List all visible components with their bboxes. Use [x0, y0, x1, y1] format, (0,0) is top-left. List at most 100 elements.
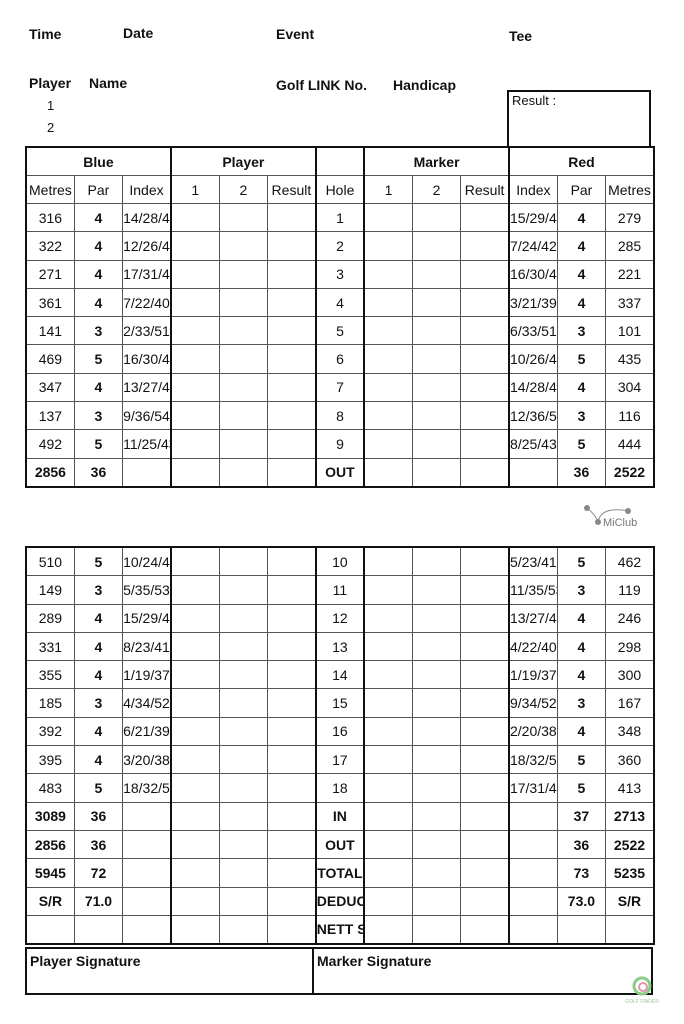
marker-result-cell[interactable] [460, 457, 511, 488]
player-result-cell[interactable] [266, 259, 317, 289]
player-score-1-cell[interactable] [170, 829, 220, 860]
marker-score-1-cell[interactable] [363, 716, 413, 747]
player-score-2-cell[interactable] [218, 631, 268, 662]
player-score-2-cell[interactable] [218, 457, 268, 488]
player-result-cell[interactable] [266, 914, 317, 945]
player-score-2-cell[interactable] [218, 429, 268, 459]
marker-score-1-cell[interactable] [363, 745, 413, 775]
player-score-1-cell[interactable] [170, 401, 220, 431]
marker-result-cell[interactable] [460, 287, 511, 318]
marker-score-2-cell[interactable] [411, 344, 462, 374]
player-score-2-cell[interactable] [218, 372, 268, 403]
marker-result-cell[interactable] [460, 429, 511, 459]
player-score-1-cell[interactable] [170, 660, 220, 690]
player-result-cell[interactable] [266, 202, 317, 233]
marker-score-1-cell[interactable] [363, 287, 413, 318]
marker-score-1-cell[interactable] [363, 344, 413, 374]
marker-result-cell[interactable] [460, 546, 510, 577]
marker-score-1-cell[interactable] [363, 231, 413, 261]
player-result-cell[interactable] [266, 372, 317, 403]
player-result-cell[interactable] [266, 829, 317, 860]
marker-score-2-cell[interactable] [411, 716, 462, 747]
player-score-2-cell[interactable] [218, 401, 268, 431]
player-result-cell[interactable] [266, 801, 317, 831]
marker-result-cell[interactable] [460, 914, 510, 945]
player-score-1-cell[interactable] [170, 457, 220, 488]
player-result-cell[interactable] [266, 401, 317, 431]
player-score-2-cell[interactable] [218, 660, 268, 690]
player-score-1-cell[interactable] [170, 603, 220, 633]
player-result-cell[interactable] [266, 603, 317, 633]
player-score-2-cell[interactable] [218, 886, 268, 916]
marker-result-cell[interactable] [460, 858, 510, 888]
player-result-cell[interactable] [266, 546, 317, 577]
marker-score-2-cell[interactable] [411, 829, 462, 860]
player-result-cell[interactable] [266, 745, 317, 775]
marker-score-1-cell[interactable] [363, 660, 413, 690]
player-score-2-cell[interactable] [218, 344, 268, 374]
marker-result-cell[interactable] [460, 372, 511, 403]
marker-score-1-cell[interactable] [363, 401, 413, 431]
marker-result-cell[interactable] [460, 745, 510, 775]
player-score-2-cell[interactable] [218, 745, 268, 775]
marker-score-2-cell[interactable] [411, 688, 462, 718]
player-result-cell[interactable] [266, 631, 317, 662]
player-result-cell[interactable] [266, 773, 317, 803]
marker-result-cell[interactable] [460, 773, 510, 803]
player-score-1-cell[interactable] [170, 546, 220, 577]
player-result-cell[interactable] [266, 858, 317, 888]
player-score-2-cell[interactable] [218, 603, 268, 633]
marker-score-1-cell[interactable] [363, 886, 413, 916]
marker-result-cell[interactable] [460, 631, 510, 662]
player-score-1-cell[interactable] [170, 344, 220, 374]
player-score-1-cell[interactable] [170, 259, 220, 289]
marker-score-1-cell[interactable] [363, 429, 413, 459]
player-score-1-cell[interactable] [170, 716, 220, 747]
marker-score-2-cell[interactable] [411, 631, 462, 662]
marker-result-cell[interactable] [460, 716, 510, 747]
marker-score-2-cell[interactable] [411, 231, 462, 261]
marker-score-2-cell[interactable] [411, 457, 462, 488]
player-score-1-cell[interactable] [170, 575, 220, 605]
marker-score-2-cell[interactable] [411, 287, 462, 318]
marker-score-1-cell[interactable] [363, 372, 413, 403]
player-score-1-cell[interactable] [170, 631, 220, 662]
marker-result-cell[interactable] [460, 231, 511, 261]
player-score-2-cell[interactable] [218, 575, 268, 605]
player-result-cell[interactable] [266, 316, 317, 346]
player-score-2-cell[interactable] [218, 202, 268, 233]
marker-score-2-cell[interactable] [411, 575, 462, 605]
marker-score-1-cell[interactable] [363, 688, 413, 718]
marker-result-cell[interactable] [460, 688, 510, 718]
marker-score-2-cell[interactable] [411, 401, 462, 431]
marker-score-1-cell[interactable] [363, 546, 413, 577]
player-result-cell[interactable] [266, 688, 317, 718]
player-result-cell[interactable] [266, 660, 317, 690]
player-score-2-cell[interactable] [218, 546, 268, 577]
player-score-2-cell[interactable] [218, 801, 268, 831]
player-score-2-cell[interactable] [218, 287, 268, 318]
marker-score-2-cell[interactable] [411, 773, 462, 803]
marker-score-2-cell[interactable] [411, 801, 462, 831]
marker-score-2-cell[interactable] [411, 660, 462, 690]
marker-result-cell[interactable] [460, 603, 510, 633]
player-score-2-cell[interactable] [218, 231, 268, 261]
marker-score-1-cell[interactable] [363, 829, 413, 860]
marker-result-cell[interactable] [460, 829, 510, 860]
marker-result-cell[interactable] [460, 401, 511, 431]
player-score-1-cell[interactable] [170, 858, 220, 888]
player-score-2-cell[interactable] [218, 773, 268, 803]
player-result-cell[interactable] [266, 231, 317, 261]
marker-score-2-cell[interactable] [411, 429, 462, 459]
marker-result-cell[interactable] [460, 316, 511, 346]
player-score-1-cell[interactable] [170, 886, 220, 916]
player-result-cell[interactable] [266, 575, 317, 605]
player-score-1-cell[interactable] [170, 372, 220, 403]
player-score-1-cell[interactable] [170, 801, 220, 831]
player-signature-box[interactable]: Player Signature [25, 947, 314, 995]
result-box[interactable]: Result : [507, 90, 651, 146]
marker-score-1-cell[interactable] [363, 457, 413, 488]
marker-result-cell[interactable] [460, 660, 510, 690]
player-score-2-cell[interactable] [218, 914, 268, 945]
player-result-cell[interactable] [266, 886, 317, 916]
